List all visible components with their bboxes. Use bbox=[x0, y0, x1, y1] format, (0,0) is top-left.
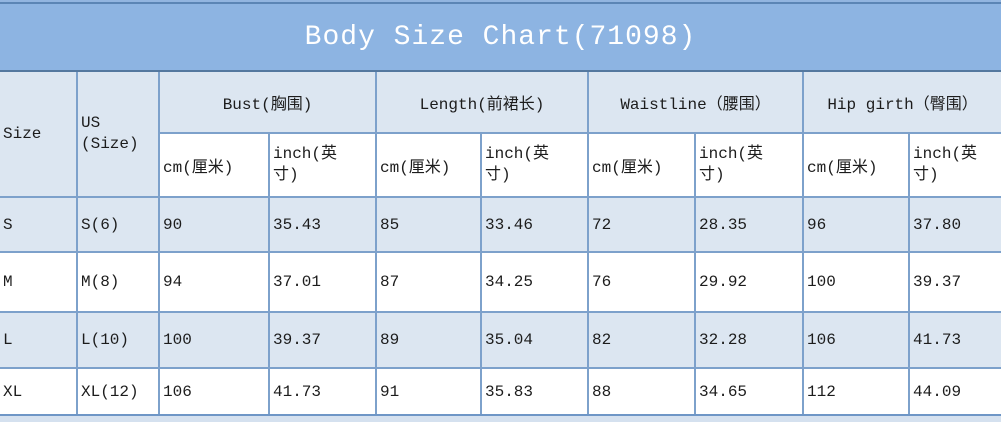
hip-inch-cell: 44.09 bbox=[908, 367, 1001, 414]
unit-header-row: cm(厘米) inch(英 寸) cm(厘米) inch(英 寸) cm(厘米)… bbox=[0, 132, 1001, 198]
top-edge-sliver bbox=[0, 0, 1001, 2]
table-row-s: S S(6) 90 35.43 85 33.46 72 28.35 96 37.… bbox=[0, 196, 1001, 253]
unit-header-bust-cm: cm(厘米) bbox=[159, 132, 270, 198]
unit-header-length-cm: cm(厘米) bbox=[375, 132, 482, 198]
waist-cm-cell: 76 bbox=[587, 251, 697, 313]
us-size-cell: M(8) bbox=[76, 251, 160, 313]
us-size-column-header: US (Size) bbox=[76, 72, 160, 198]
unit-header-hip-inch: inch(英 寸) bbox=[908, 132, 1001, 198]
group-header-hip-girth: Hip girth（臀围） bbox=[802, 72, 1001, 134]
table-row-m: M M(8) 94 37.01 87 34.25 76 29.92 100 39… bbox=[0, 251, 1001, 313]
bottom-edge-strip bbox=[0, 414, 1001, 422]
us-size-cell: XL(12) bbox=[76, 367, 160, 414]
group-header-row: Size US (Size) Bust(胸围) Length(前裙长) Wais… bbox=[0, 72, 1001, 198]
size-cell: S bbox=[0, 196, 78, 253]
chart-title-banner: Body Size Chart(71098) bbox=[0, 2, 1001, 72]
bust-cm-cell: 106 bbox=[158, 367, 270, 414]
bust-inch-cell: 39.37 bbox=[268, 311, 377, 369]
length-inch-cell: 35.04 bbox=[479, 311, 590, 369]
size-cell: L bbox=[0, 311, 78, 369]
unit-header-waist-cm: cm(厘米) bbox=[587, 132, 697, 198]
hip-inch-cell: 39.37 bbox=[908, 251, 1001, 313]
hip-inch-cell: 37.80 bbox=[908, 196, 1001, 253]
group-header-bust: Bust(胸围) bbox=[158, 72, 377, 134]
hip-cm-cell: 112 bbox=[802, 367, 911, 414]
chart-title: Body Size Chart(71098) bbox=[304, 21, 697, 53]
size-cell: M bbox=[0, 251, 78, 313]
unit-header-hip-cm: cm(厘米) bbox=[802, 132, 911, 198]
waist-cm-cell: 88 bbox=[587, 367, 697, 414]
group-header-length: Length(前裙长) bbox=[374, 72, 590, 134]
bust-inch-cell: 35.43 bbox=[268, 196, 377, 253]
hip-cm-cell: 96 bbox=[802, 196, 911, 253]
table-row-xl: XL XL(12) 106 41.73 91 35.83 88 34.65 11… bbox=[0, 367, 1001, 414]
size-column-header: Size bbox=[0, 72, 78, 198]
hip-inch-cell: 41.73 bbox=[908, 311, 1001, 369]
waist-inch-cell: 29.92 bbox=[694, 251, 805, 313]
waist-inch-cell: 32.28 bbox=[694, 311, 805, 369]
body-size-table: Size US (Size) Bust(胸围) Length(前裙长) Wais… bbox=[0, 72, 1001, 414]
length-cm-cell: 87 bbox=[375, 251, 482, 313]
length-cm-cell: 85 bbox=[375, 196, 482, 253]
unit-header-waist-inch: inch(英 寸) bbox=[694, 132, 805, 198]
length-inch-cell: 35.83 bbox=[479, 367, 590, 414]
waist-cm-cell: 82 bbox=[587, 311, 697, 369]
unit-header-length-inch: inch(英 寸) bbox=[479, 132, 590, 198]
us-size-cell: S(6) bbox=[76, 196, 160, 253]
bust-inch-cell: 37.01 bbox=[268, 251, 377, 313]
bust-cm-cell: 94 bbox=[158, 251, 270, 313]
bust-cm-cell: 100 bbox=[158, 311, 270, 369]
unit-header-bust-inch: inch(英 寸) bbox=[268, 132, 377, 198]
length-inch-cell: 34.25 bbox=[479, 251, 590, 313]
group-header-waistline: Waistline（腰围） bbox=[587, 72, 805, 134]
waist-inch-cell: 34.65 bbox=[694, 367, 805, 414]
length-cm-cell: 89 bbox=[375, 311, 482, 369]
hip-cm-cell: 100 bbox=[802, 251, 911, 313]
length-inch-cell: 33.46 bbox=[479, 196, 590, 253]
us-size-cell: L(10) bbox=[76, 311, 160, 369]
waist-inch-cell: 28.35 bbox=[694, 196, 805, 253]
table-row-l: L L(10) 100 39.37 89 35.04 82 32.28 106 … bbox=[0, 311, 1001, 369]
length-cm-cell: 91 bbox=[375, 367, 482, 414]
size-cell: XL bbox=[0, 367, 78, 414]
waist-cm-cell: 72 bbox=[587, 196, 697, 253]
bust-cm-cell: 90 bbox=[158, 196, 270, 253]
bust-inch-cell: 41.73 bbox=[268, 367, 377, 414]
hip-cm-cell: 106 bbox=[802, 311, 911, 369]
